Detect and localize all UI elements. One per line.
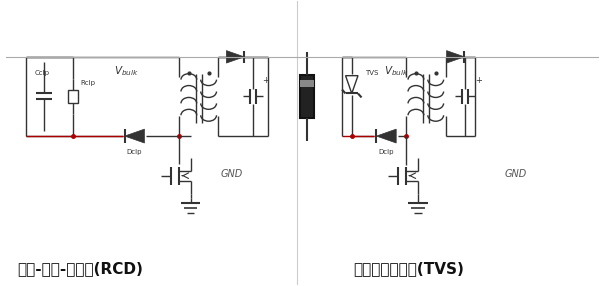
Text: $V_{bulk}$: $V_{bulk}$	[384, 65, 409, 78]
Text: Dclp: Dclp	[379, 149, 394, 155]
Text: TVS: TVS	[365, 70, 378, 76]
Polygon shape	[446, 51, 464, 63]
Text: $V_{bulk}$: $V_{bulk}$	[114, 65, 139, 78]
Polygon shape	[125, 129, 145, 143]
Text: Dclp: Dclp	[127, 149, 142, 155]
Bar	[301, 80, 314, 87]
Text: GND: GND	[505, 169, 527, 179]
Bar	[301, 75, 314, 118]
Text: +: +	[475, 76, 482, 85]
Text: 电阻-电容-二极管(RCD): 电阻-电容-二极管(RCD)	[17, 261, 143, 276]
Polygon shape	[226, 51, 244, 63]
Text: +: +	[262, 76, 269, 85]
Text: Cclp: Cclp	[34, 70, 49, 76]
Text: Rclp: Rclp	[80, 80, 95, 86]
Text: 瞬态电压抑制器(TVS): 瞬态电压抑制器(TVS)	[353, 261, 464, 276]
Polygon shape	[376, 129, 396, 143]
Text: GND: GND	[220, 169, 242, 179]
Bar	[68, 90, 78, 103]
